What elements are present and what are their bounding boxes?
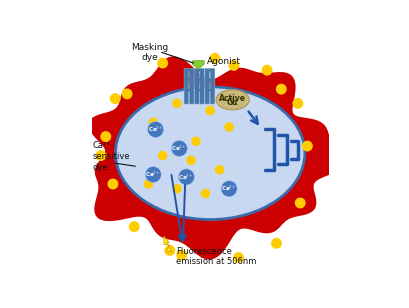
Polygon shape [192,61,204,69]
Circle shape [220,181,236,197]
Text: Ca²⁺-
sensitive
dye: Ca²⁺- sensitive dye [92,141,130,172]
Circle shape [191,136,200,146]
Circle shape [107,179,118,189]
Text: Ca$^{2+}$: Ca$^{2+}$ [178,172,194,181]
Circle shape [148,118,157,127]
Circle shape [144,179,153,189]
Text: Ca$^{2+}$: Ca$^{2+}$ [145,170,161,179]
FancyBboxPatch shape [184,68,188,104]
Circle shape [171,140,187,156]
Circle shape [275,84,286,95]
Text: Ca$^{2+}$: Ca$^{2+}$ [171,144,187,153]
Circle shape [157,151,167,160]
Ellipse shape [115,87,304,220]
Polygon shape [88,56,344,260]
Circle shape [233,252,243,263]
Circle shape [292,98,303,109]
FancyBboxPatch shape [189,68,193,104]
Circle shape [172,99,181,108]
Circle shape [228,60,239,71]
Circle shape [95,150,106,161]
Circle shape [214,165,224,175]
Circle shape [186,156,196,165]
FancyBboxPatch shape [209,68,214,104]
Circle shape [145,166,161,183]
Circle shape [178,169,194,185]
Text: Fluorescence
emission at 506nm: Fluorescence emission at 506nm [175,247,256,266]
FancyBboxPatch shape [194,68,199,104]
Circle shape [128,221,139,232]
Text: Gα: Gα [226,98,238,107]
Circle shape [224,122,233,132]
Circle shape [205,106,214,115]
Circle shape [209,53,220,64]
Circle shape [172,184,181,193]
Circle shape [100,131,111,142]
Text: Ca$^{2+}$: Ca$^{2+}$ [147,125,163,134]
Text: Active: Active [219,94,245,103]
Circle shape [261,65,272,76]
Text: Agonist: Agonist [206,57,240,66]
Circle shape [294,197,305,209]
Circle shape [176,250,187,261]
Polygon shape [164,236,171,252]
FancyBboxPatch shape [204,68,209,104]
Circle shape [164,245,175,256]
Circle shape [121,88,132,99]
Circle shape [147,121,163,137]
Circle shape [301,140,312,152]
Circle shape [270,238,281,249]
Circle shape [157,58,168,68]
Circle shape [110,93,120,104]
Ellipse shape [216,90,249,110]
FancyBboxPatch shape [199,68,204,104]
Text: Masking
dye: Masking dye [131,43,168,62]
Text: Ca$^{2+}$: Ca$^{2+}$ [220,184,236,193]
Circle shape [200,189,209,198]
